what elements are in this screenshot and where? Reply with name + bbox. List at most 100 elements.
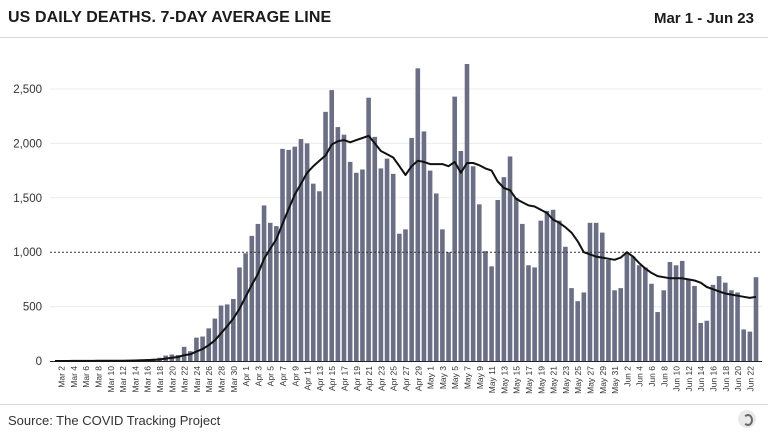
bar [372,136,378,361]
x-tick-label: Mar 18 [155,366,165,393]
bar [427,170,433,361]
bar [538,220,544,361]
x-tick-label: Apr 21 [364,366,374,391]
x-tick-label: Jun 8 [659,366,669,387]
bar [624,252,630,361]
bar [310,183,316,361]
bar [286,149,291,361]
bar [729,290,734,361]
bar [181,346,187,361]
bar [563,246,568,361]
bar [409,137,414,361]
x-tick-label: Apr 23 [376,366,386,391]
bar [403,229,408,361]
bar [267,222,273,361]
x-tick-label: Jun 22 [745,366,755,392]
bar [692,285,697,361]
bar [464,63,470,361]
bar [433,193,439,361]
x-tick-label: May 13 [499,366,509,394]
bar [298,139,304,361]
x-tick-label: Jun 14 [696,366,706,392]
x-tick-label: Mar 12 [118,366,128,393]
x-tick-label: Apr 15 [327,366,337,391]
footer-divider [0,404,768,405]
x-tick-label: Jun 20 [733,366,743,392]
x-tick-label: Jun 6 [647,366,657,387]
y-tick-label: 0 [36,356,42,368]
x-tick-label: Apr 1 [241,366,251,387]
bar [513,197,519,361]
bar [667,261,673,361]
x-tick-label: May 27 [585,366,595,394]
x-tick-label: May 1 [426,366,436,389]
bar [483,251,488,361]
y-tick-label: 1,000 [13,247,42,259]
bar [710,284,716,361]
bar [384,158,390,361]
bar [501,177,507,361]
bar [544,210,550,361]
bar [347,161,353,361]
chart-title: US DAILY DEATHS. 7-DAY AVERAGE LINE [8,9,332,26]
x-tick-label: May 3 [438,366,448,389]
x-tick-label: Mar 20 [167,366,177,393]
x-tick-label: May 23 [561,366,571,394]
bar [354,172,359,361]
source-note: Source: The COVID Tracking Project [8,413,221,428]
x-tick-label: May 29 [598,366,608,394]
bar [722,282,728,361]
bar [224,304,230,361]
x-tick-label: Apr 17 [340,366,350,391]
x-tick-label: Apr 3 [253,366,263,387]
header-divider [0,37,768,38]
x-tick-label: May 17 [524,366,534,394]
x-tick-label: Apr 27 [401,366,411,391]
bar [593,222,599,361]
x-tick-label: Apr 25 [389,366,399,391]
bar [476,204,482,361]
bar [673,265,679,361]
x-tick-label: Jun 4 [635,366,645,387]
bar [716,276,722,361]
bar [280,148,285,361]
date-range: Mar 1 - Jun 23 [653,10,754,27]
bar [470,166,476,361]
x-tick-label: May 31 [610,366,620,394]
bar [323,111,328,362]
x-tick-label: Apr 9 [290,366,300,387]
x-tick-label: Jun 18 [721,366,731,392]
x-tick-label: Apr 5 [266,366,276,387]
covid-tracking-logo-icon [738,410,756,428]
bar [618,288,624,361]
bar [390,173,396,361]
bar [255,223,261,361]
x-tick-label: Jun 10 [672,366,682,392]
bar [643,267,648,361]
bar [612,290,617,361]
x-tick-label: Mar 6 [81,366,91,388]
bar [397,233,402,361]
bar [317,191,322,361]
x-tick-label: Jun 2 [622,366,632,387]
x-tick-label: Jun 16 [708,366,718,392]
bar [458,151,464,361]
x-tick-label: Mar 26 [204,366,214,393]
x-tick-label: May 25 [573,366,583,394]
x-tick-label: May 19 [536,366,546,394]
bar [489,266,494,361]
x-tick-label: Mar 30 [229,366,239,393]
bar [231,298,236,361]
x-tick-label: Apr 29 [413,366,423,391]
bar [753,277,759,361]
x-tick-label: Apr 13 [315,366,325,391]
bar [329,90,335,361]
bar [261,205,267,361]
x-tick-label: May 21 [549,366,559,394]
bar [550,209,556,361]
bar [556,220,562,361]
bar [360,169,365,361]
bar [679,260,685,361]
x-tick-label: Mar 4 [69,366,79,388]
